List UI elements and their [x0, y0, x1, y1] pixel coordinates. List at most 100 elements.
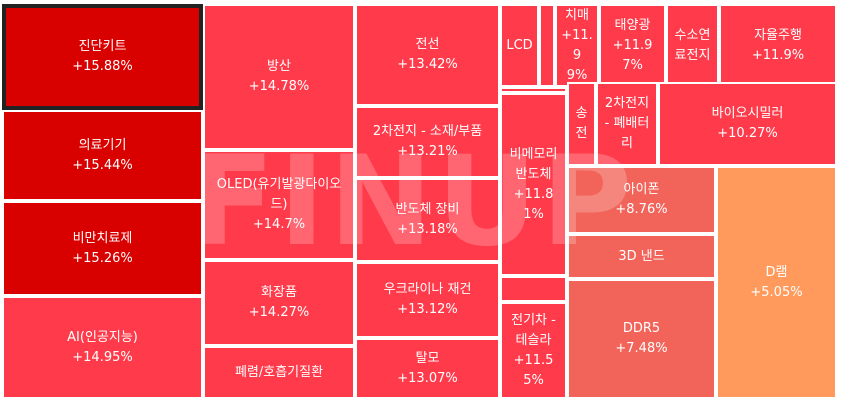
tile-name: 태양광 — [614, 17, 651, 33]
tile-change: +8.76% — [615, 202, 668, 217]
tile-label: 탈모 +13.07% — [393, 349, 461, 389]
tile-name: 아이폰 — [623, 182, 660, 197]
tile-name: 비만치료제 — [72, 230, 133, 246]
tile-change: +11.9% — [751, 47, 805, 63]
tile-label: D램 +5.05% — [746, 263, 806, 303]
tile-name: 수소연 료전지 — [674, 27, 711, 63]
tile-change: +13.18% — [397, 222, 458, 237]
treemap-tile[interactable]: 비만치료제 +15.26% — [2, 201, 203, 296]
tile-name: AI(인공지능) — [67, 329, 138, 345]
tile-name: 화장품 — [261, 285, 297, 300]
tile-change: +13.07% — [397, 370, 458, 386]
tile-label: 바이오시밀러 +10.27% — [708, 104, 788, 144]
tile-name: 자율주행 — [754, 27, 802, 43]
treemap-tile[interactable]: 의료기기 +15.44% — [2, 110, 203, 201]
tile-change: +14.95% — [72, 349, 133, 365]
tile-change: +14.27% — [248, 305, 310, 320]
tile-name: 반도체 장비 — [395, 202, 460, 217]
tile-name: LCD — [506, 37, 533, 53]
tile-label: 폐렴/호흡기질환 — [231, 363, 327, 383]
treemap-tile[interactable] — [500, 276, 567, 302]
tile-change: +11.81% — [513, 186, 554, 222]
tile-change: +7.48% — [615, 341, 668, 356]
treemap-tile[interactable]: 수소연 료전지 — [666, 4, 719, 87]
tile-name: 탈모 — [415, 350, 440, 366]
treemap-tile[interactable]: 2차전지 - 폐배터 리 — [596, 82, 658, 166]
tile-name: 치매 — [565, 7, 589, 23]
tile-change: +11.9 9% — [561, 27, 593, 83]
tile-label: 진단키트 +15.88% — [68, 37, 136, 77]
tile-label: 비메모리 반도체 +11.81% — [502, 145, 565, 225]
treemap-tile[interactable]: 화장품 +14.27% — [203, 260, 355, 346]
tile-name: 비메모리 반도체 — [509, 146, 558, 182]
treemap-tile[interactable]: 자율주행 +11.9% — [719, 4, 837, 87]
tile-label: 전기차 - 테슬라 +11.55% — [502, 311, 565, 391]
treemap-tile[interactable]: 2차전지 - 소재/부품 +13.21% — [355, 106, 500, 178]
treemap-tile[interactable]: 우크라이나 재건 +13.12% — [355, 262, 500, 338]
treemap-tile[interactable]: 아이폰 +8.76% — [567, 166, 716, 234]
tile-name: 바이오시밀러 — [711, 106, 784, 121]
treemap-tile[interactable]: 송 전 — [567, 82, 596, 166]
tile-label: AI(인공지능) +14.95% — [63, 328, 142, 368]
tile-change: +14.78% — [248, 79, 310, 94]
tile-change: +13.42% — [397, 57, 458, 72]
tile-label: 아이폰 +8.76% — [611, 180, 671, 220]
tile-label: OLED(유기발광다이오 드) +14.7% — [213, 175, 346, 235]
treemap-tile[interactable]: 반도체 장비 +13.18% — [355, 178, 500, 262]
treemap-tile[interactable]: LCD — [500, 4, 539, 87]
tile-name: D램 — [765, 264, 788, 280]
tile-name: 의료기기 — [78, 137, 127, 153]
tile-change: +13.12% — [397, 302, 458, 317]
tile-label: 반도체 장비 +13.18% — [392, 200, 464, 240]
tile-change: +15.26% — [72, 250, 133, 266]
tile-label: LCD — [502, 36, 536, 56]
treemap-tile[interactable]: AI(인공지능) +14.95% — [2, 296, 203, 399]
tile-name: 폐렴/호흡기질환 — [234, 364, 324, 380]
tile-label: 2차전지 - 소재/부품 +13.21% — [369, 122, 486, 162]
treemap-tile[interactable]: 전기차 - 테슬라 +11.55% — [500, 302, 567, 399]
tile-label: 송 전 — [572, 104, 592, 144]
tile-name: 송 전 — [575, 106, 588, 141]
treemap-tile[interactable]: 바이오시밀러 +10.27% — [658, 82, 837, 166]
tile-change: +5.05% — [750, 284, 803, 300]
treemap-tile[interactable]: OLED(유기발광다이오 드) +14.7% — [203, 150, 355, 260]
tile-name: 진단키트 — [78, 39, 127, 54]
tile-change: +13.21% — [397, 144, 458, 159]
tile-change: +14.7% — [252, 217, 306, 232]
treemap-tile[interactable]: DDR5 +7.48% — [567, 279, 716, 399]
tile-change: +10.27% — [717, 126, 778, 141]
tile-label: 3D 낸드 — [614, 247, 668, 267]
tile-name: 2차전지 - 폐배터 리 — [604, 96, 650, 151]
tile-name: 방산 — [267, 59, 291, 74]
tile-name: 전기차 - 테슬라 — [511, 312, 556, 348]
tile-label: 수소연 료전지 — [671, 26, 715, 66]
tile-label: 전선 +13.42% — [393, 35, 461, 75]
tile-name: 2차전지 - 소재/부품 — [372, 124, 483, 139]
treemap-tile[interactable]: 태양광 +11.9 7% — [599, 4, 666, 87]
treemap-tile[interactable]: 폐렴/호흡기질환 — [203, 346, 355, 399]
treemap-tile[interactable]: 방산 +14.78% — [203, 4, 355, 150]
treemap-tile[interactable]: 진단키트 +15.88% — [2, 4, 203, 110]
treemap-tile[interactable]: 3D 낸드 — [567, 234, 716, 279]
treemap-tile[interactable]: D램 +5.05% — [716, 166, 837, 399]
treemap-tile[interactable]: 치매 +11.9 9% — [555, 4, 599, 87]
tile-name: DDR5 — [622, 321, 661, 336]
treemap-tile[interactable]: 비메모리 반도체 +11.81% — [500, 93, 567, 276]
tile-change: +15.44% — [72, 157, 133, 173]
tile-label: 자율주행 +11.9% — [748, 26, 808, 66]
treemap-tile[interactable] — [500, 87, 567, 93]
treemap-tile[interactable]: 탈모 +13.07% — [355, 338, 500, 399]
tile-change: +15.88% — [72, 59, 133, 74]
treemap-tile[interactable] — [539, 4, 555, 87]
tile-label: 치매 +11.9 9% — [557, 6, 597, 85]
tile-label: 비만치료제 +15.26% — [68, 229, 136, 269]
tile-change: +11.9 7% — [612, 37, 653, 73]
tile-label: 우크라이나 재건 +13.12% — [380, 280, 476, 320]
tile-name: 우크라이나 재건 — [383, 282, 472, 297]
tile-name: 3D 낸드 — [618, 248, 665, 264]
tile-name: 전선 — [415, 37, 440, 52]
tile-label: 방산 +14.78% — [245, 57, 313, 97]
tile-label: 태양광 +11.9 7% — [609, 16, 657, 76]
treemap-tile[interactable]: 전선 +13.42% — [355, 4, 500, 106]
